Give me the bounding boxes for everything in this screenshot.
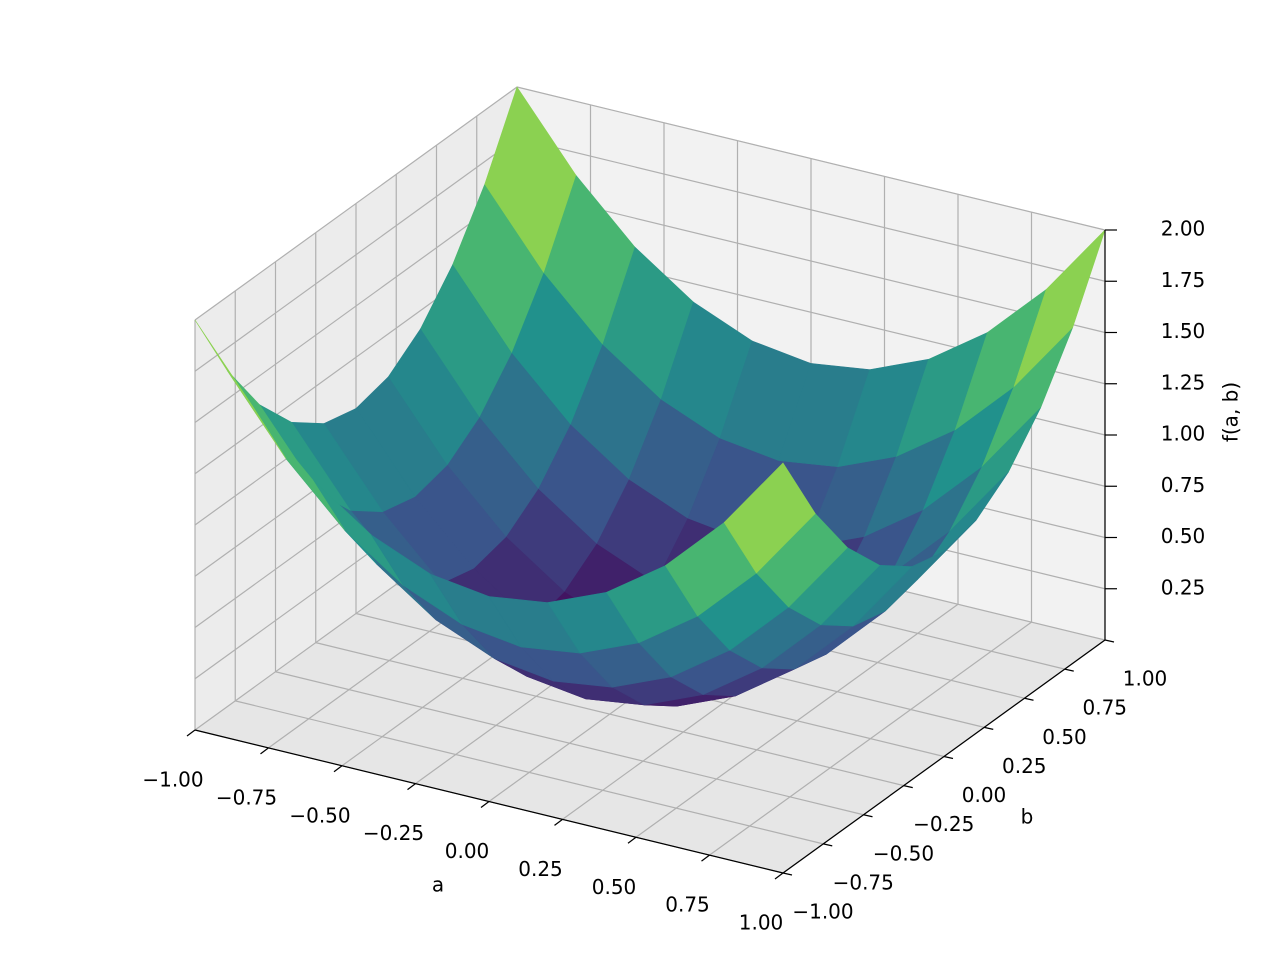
z-tick-label: 0.75 — [1161, 473, 1206, 497]
z-tick-label: 1.00 — [1161, 422, 1206, 446]
grid-line — [194, 137, 518, 372]
y-tick — [1104, 639, 1115, 643]
grid-line — [516, 137, 1106, 282]
grid-line — [516, 188, 1106, 334]
y-tick — [1024, 697, 1034, 701]
z-tick-label: 0.50 — [1161, 524, 1206, 548]
x-tick — [186, 729, 196, 737]
x-tick-label: −1.00 — [142, 768, 203, 792]
y-tick-label: 0.25 — [1002, 754, 1047, 778]
y-tick-label: 0.75 — [1082, 696, 1127, 720]
x-tick-label: −0.50 — [289, 803, 350, 827]
z-axis-label: f(a, b) — [1219, 382, 1243, 442]
y-tick — [863, 814, 873, 818]
surface — [194, 86, 1106, 707]
x-tick-label: 0.50 — [592, 875, 637, 899]
y-tick — [984, 726, 994, 730]
y-axis-label: b — [1021, 805, 1034, 829]
x-tick — [260, 747, 269, 755]
x-tick — [407, 783, 416, 791]
y-tick — [823, 843, 833, 847]
y-tick-label: −0.75 — [833, 870, 894, 894]
x-axis-label: a — [432, 873, 444, 897]
y-tick — [943, 755, 954, 760]
axes: −1.00 −0.75 −0.50 −0.25 0.00 0.25 0.50 0.75 1.00… — [142, 217, 1205, 935]
y-tick-label: −1.00 — [792, 900, 853, 924]
x-tick — [701, 854, 710, 862]
x-tick — [480, 801, 490, 808]
y-tick — [1064, 668, 1074, 672]
grid-line — [275, 671, 864, 816]
grid-line — [516, 86, 1106, 231]
x-tick — [333, 765, 343, 773]
z-tick-label: 1.25 — [1161, 370, 1206, 394]
y-tick-label: 0.00 — [962, 783, 1007, 807]
x-tick-label: 0.25 — [518, 857, 563, 881]
grid-line — [315, 642, 904, 787]
x-tick-label: 0.75 — [665, 893, 710, 917]
surface-facet — [723, 462, 816, 574]
x-tick-label: −0.75 — [216, 785, 277, 809]
z-tick-label: 0.25 — [1161, 575, 1206, 599]
y-tick-label: 0.50 — [1042, 725, 1087, 749]
grid-line — [194, 86, 518, 321]
x-tick — [554, 818, 563, 826]
x-tick-label: −0.25 — [363, 821, 424, 845]
z-tick-label: 1.50 — [1161, 319, 1206, 343]
y-tick — [903, 785, 913, 789]
surface-facet — [194, 319, 287, 459]
x-tick — [627, 836, 637, 844]
y-tick — [782, 872, 793, 876]
y-tick-label: 1.00 — [1123, 667, 1168, 691]
x-tick-label: 1.00 — [739, 911, 784, 935]
x-tick-label: 0.00 — [445, 839, 490, 863]
grid-line — [235, 700, 824, 845]
grid-line — [194, 189, 518, 423]
x-tick — [774, 872, 784, 880]
y-tick-label: −0.25 — [913, 812, 974, 836]
z-tick-label: 1.75 — [1161, 268, 1206, 292]
z-tick-label: 2.00 — [1161, 217, 1206, 241]
x-axis-line — [194, 729, 784, 874]
y-tick-label: −0.50 — [873, 841, 934, 865]
surface-facet — [484, 86, 577, 273]
y-axis-line — [782, 639, 1106, 874]
